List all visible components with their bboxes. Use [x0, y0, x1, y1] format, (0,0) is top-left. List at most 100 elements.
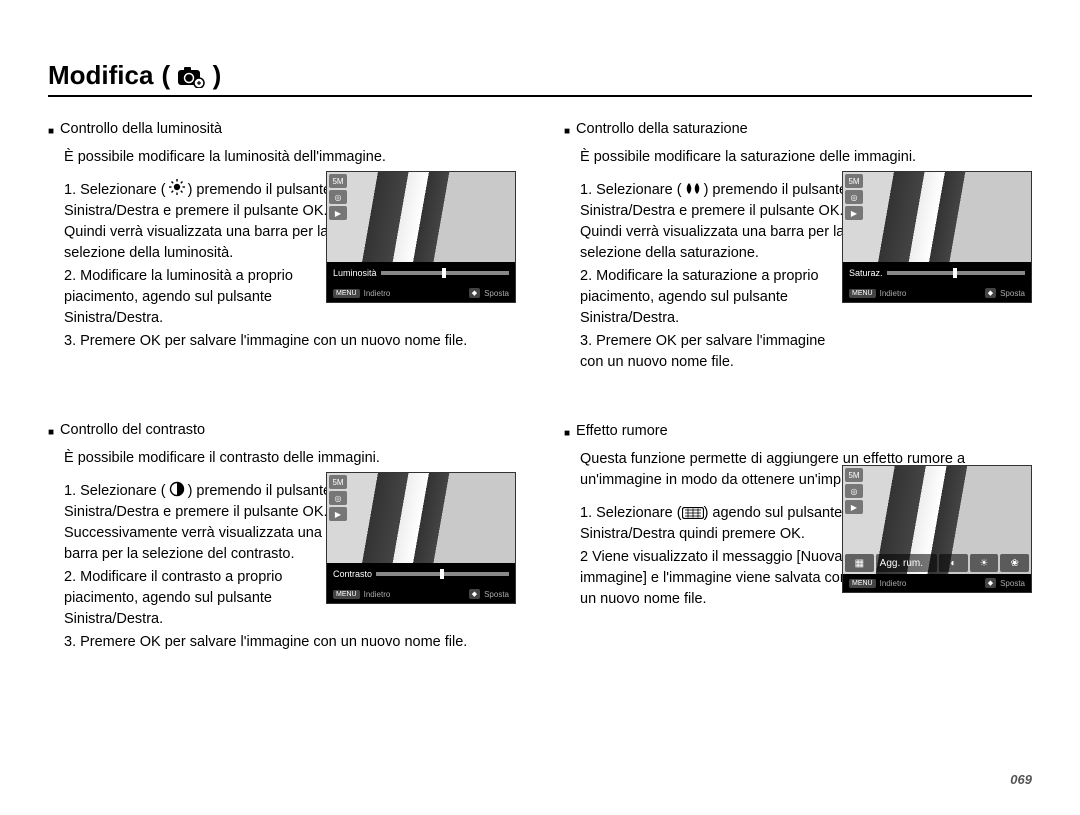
slider-label: Saturaz. — [849, 268, 883, 278]
badge: ◎ — [845, 190, 863, 204]
badge: ▶ — [329, 507, 347, 521]
section-title: Effetto rumore — [576, 423, 668, 445]
section-saturation: ■ Controllo della saturazione È possibil… — [564, 121, 1032, 373]
mode-cell: ◐ — [939, 554, 968, 572]
camera-screen-figure: 5M ◎ ▶ Contrasto MENU Indietro ◆ Sposta — [326, 472, 516, 604]
section-brightness: ■ Controllo della luminosità È possibile… — [48, 121, 516, 352]
menu-chip: MENU — [849, 289, 876, 298]
mode-cell: ❀ — [1000, 554, 1029, 572]
side-badges: 5M ◎ ▶ — [329, 174, 347, 220]
section-noise: ■ Effetto rumore Questa funzione permett… — [564, 423, 1032, 610]
badge: ◎ — [329, 190, 347, 204]
left-column: ■ Controllo della luminosità È possibile… — [48, 121, 516, 697]
screen-footer: MENU Indietro ◆ Sposta — [843, 574, 1031, 592]
section-heading: ■ Controllo della saturazione — [564, 121, 1032, 143]
move-chip: ◆ — [985, 288, 996, 298]
step-item: 2. Modificare la saturazione a proprio p… — [580, 266, 850, 329]
badge: ▶ — [845, 206, 863, 220]
step-item: 1. Selezionare ( ) premendo il pulsante … — [64, 481, 334, 565]
badge: ◎ — [329, 491, 347, 505]
section-heading: ■ Controllo del contrasto — [48, 422, 516, 444]
mode-label: Agg. rum. — [876, 554, 937, 572]
screen: 5M ◎ ▶ ▦ Agg. rum. ◐ ☀ ❀ — [842, 465, 1032, 593]
step-item: 2. Modificare il contrasto a proprio pia… — [64, 567, 334, 630]
section-title: Controllo del contrasto — [60, 422, 205, 444]
slider-track — [376, 572, 509, 576]
menu-chip: MENU — [333, 289, 360, 298]
badge: 5M — [329, 475, 347, 489]
footer-left-text: Indietro — [880, 289, 907, 298]
footer-right-text: Sposta — [484, 289, 509, 298]
mode-row: ▦ Agg. rum. ◐ ☀ ❀ — [845, 554, 1029, 572]
step-item: 1. Selezionare ( ) agendo sul pulsante S… — [580, 503, 850, 545]
photo-preview: 5M ◎ ▶ ▦ Agg. rum. ◐ ☀ ❀ — [843, 466, 1031, 574]
side-badges: 5M ◎ ▶ — [845, 468, 863, 514]
slider-label: Contrasto — [333, 569, 372, 579]
bullet-square: ■ — [564, 423, 570, 445]
footer-left-text: Indietro — [364, 289, 391, 298]
badge: ▶ — [329, 206, 347, 220]
mode-cell: ▦ — [845, 554, 874, 572]
footer-left-text: Indietro — [880, 579, 907, 588]
slider-label: Luminosità — [333, 268, 377, 278]
step-item: 1. Selezionare ( ) premendo il pulsante … — [64, 180, 334, 264]
adjust-slider: Luminosità — [327, 262, 515, 284]
photo-preview: 5M ◎ ▶ — [843, 172, 1031, 262]
side-badges: 5M ◎ ▶ — [845, 174, 863, 220]
screen: 5M ◎ ▶ Contrasto MENU Indietro ◆ Sposta — [326, 472, 516, 604]
section-description: È possibile modificare la luminosità del… — [48, 147, 516, 168]
menu-chip: MENU — [333, 590, 360, 599]
menu-chip: MENU — [849, 579, 876, 588]
move-chip: ◆ — [985, 578, 996, 588]
section-heading: ■ Controllo della luminosità — [48, 121, 516, 143]
bullet-square: ■ — [564, 121, 570, 143]
side-badges: 5M ◎ ▶ — [329, 475, 347, 521]
slider-track — [887, 271, 1025, 275]
section-heading: ■ Effetto rumore — [564, 423, 1032, 445]
photo-preview: 5M ◎ ▶ — [327, 473, 515, 563]
badge: ▶ — [845, 500, 863, 514]
step-item: 3. Premere OK per salvare l'immagine con… — [580, 331, 850, 373]
page-title: Modifica — [48, 60, 153, 91]
footer-left-text: Indietro — [364, 590, 391, 599]
adjust-slider: Contrasto — [327, 563, 515, 585]
section-description: È possibile modificare il contrasto dell… — [48, 448, 516, 469]
step-item: 3. Premere OK per salvare l'immagine con… — [64, 331, 516, 352]
move-chip: ◆ — [469, 589, 480, 599]
screen-footer: MENU Indietro ◆ Sposta — [843, 284, 1031, 302]
footer-right-text: Sposta — [1000, 579, 1025, 588]
page-number: 069 — [1010, 772, 1032, 787]
bullet-square: ■ — [48, 121, 54, 143]
mode-cell: ☀ — [970, 554, 999, 572]
section-description: È possibile modificare la saturazione de… — [564, 147, 1032, 168]
photo-preview: 5M ◎ ▶ — [327, 172, 515, 262]
camera-screen-figure: 5M ◎ ▶ Luminosità MENU Indietro ◆ Sposta — [326, 171, 516, 303]
step-item: 3. Premere OK per salvare l'immagine con… — [64, 632, 516, 653]
title-underline — [48, 95, 1032, 97]
camera-screen-figure: 5M ◎ ▶ ▦ Agg. rum. ◐ ☀ ❀ — [842, 465, 1032, 593]
footer-right-text: Sposta — [484, 590, 509, 599]
section-title: Controllo della saturazione — [576, 121, 748, 143]
screen-footer: MENU Indietro ◆ Sposta — [327, 284, 515, 302]
badge: ◎ — [845, 484, 863, 498]
step-item: 2 Viene visualizzato il messaggio [Nuova… — [580, 547, 850, 610]
right-column: ■ Controllo della saturazione È possibil… — [564, 121, 1032, 697]
manual-page: Modifica ( ) ■ Controllo de — [0, 0, 1080, 815]
saturation-icon — [682, 182, 704, 196]
footer-right-text: Sposta — [1000, 289, 1025, 298]
section-contrast: ■ Controllo del contrasto È possibile mo… — [48, 422, 516, 653]
adjust-slider: Saturaz. — [843, 262, 1031, 284]
section-title: Controllo della luminosità — [60, 121, 222, 143]
badge: 5M — [329, 174, 347, 188]
noise-icon — [682, 506, 704, 520]
title-icon-group: ( ) — [161, 60, 221, 91]
content-columns: ■ Controllo della luminosità È possibile… — [48, 121, 1032, 697]
badge: 5M — [845, 468, 863, 482]
move-chip: ◆ — [469, 288, 480, 298]
screen: 5M ◎ ▶ Saturaz. MENU Indietro ◆ Sposta — [842, 171, 1032, 303]
badge: 5M — [845, 174, 863, 188]
step-item: 2. Modificare la luminosità a proprio pi… — [64, 266, 334, 329]
page-title-row: Modifica ( ) — [48, 60, 1032, 91]
step-item: 1. Selezionare ( ) premendo il pulsante … — [580, 180, 850, 264]
contrast-icon — [166, 482, 188, 496]
